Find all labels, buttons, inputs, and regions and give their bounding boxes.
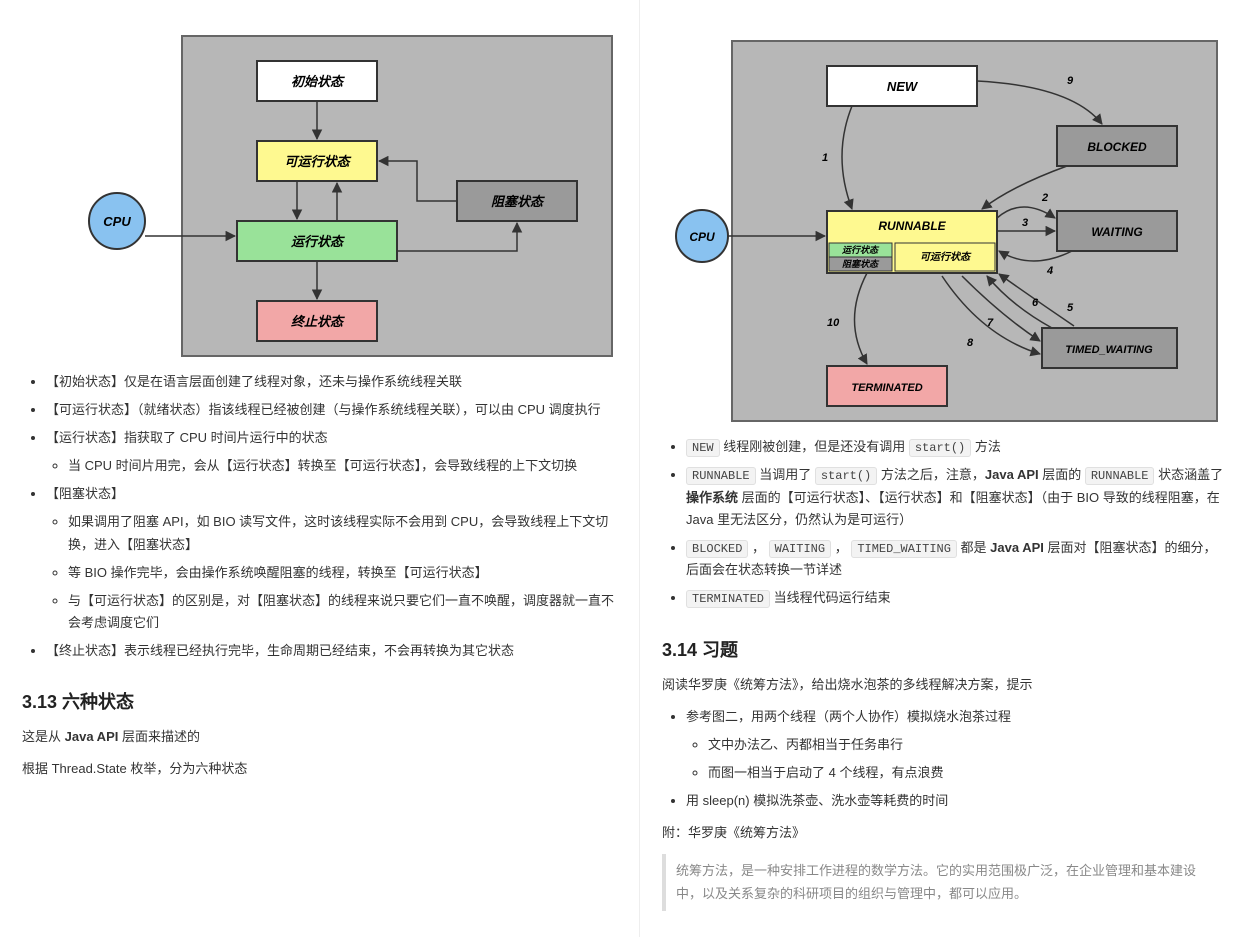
inline-code: BLOCKED [686,540,748,558]
svg-text:运行状态: 运行状态 [842,245,880,255]
svg-text:可运行状态: 可运行状态 [920,251,972,263]
list-item: 文中办法乙、丙都相当于任务串行 [708,734,1225,756]
quote-block: 统筹方法，是一种安排工作进程的数学方法。它的实用范围极广泛，在企业管理和基本建设… [662,854,1225,910]
node-runnable-group: RUNNABLE 运行状态 阻塞状态 可运行状态 [827,211,997,273]
node-runnable: 可运行状态 [257,141,377,181]
section-313-title: 3.13 六种状态 [22,688,617,714]
node-new: NEW [827,66,977,106]
six-state-svg: CPU NEW RUNNABLE 运行状态 阻塞状态 可运行状态 BLOCKED… [672,26,1232,426]
svg-text:RUNNABLE: RUNNABLE [878,219,946,233]
svg-text:5: 5 [1067,302,1074,314]
list-item: BLOCKED ， WAITING ， TIMED_WAITING 都是 Jav… [686,537,1225,581]
node-blocked-2: BLOCKED [1057,126,1177,166]
svg-text:BLOCKED: BLOCKED [1087,140,1147,154]
section-314-intro: 阅读华罗庚《统筹方法》，给出烧水泡茶的多线程解决方案，提示 [662,674,1225,696]
node-terminated: 终止状态 [257,301,377,341]
five-state-notes: 【初始状态】仅是在语言层面创建了线程对象，还未与操作系统线程关联【可运行状态】（… [22,371,617,662]
list-item: 【初始状态】仅是在语言层面创建了线程对象，还未与操作系统线程关联 [46,371,617,393]
svg-text:阻塞状态: 阻塞状态 [842,259,880,269]
svg-text:6: 6 [1032,297,1039,309]
cpu-label: CPU [103,214,131,229]
svg-text:4: 4 [1046,265,1053,277]
inline-code: start() [815,467,877,485]
node-running: 运行状态 [237,221,397,261]
list-item: RUNNABLE 当调用了 start() 方法之后，注意，Java API 层… [686,464,1225,531]
inline-code: TERMINATED [686,590,770,608]
list-item: 参考图二，用两个线程（两个人协作）模拟烧水泡茶过程文中办法乙、丙都相当于任务串行… [686,706,1225,784]
six-state-notes: NEW 线程刚被创建，但是还没有调用 start() 方法 RUNNABLE 当调… [662,436,1225,610]
node-terminated-2: TERMINATED [827,366,947,406]
list-item: NEW 线程刚被创建，但是还没有调用 start() 方法 [686,436,1225,458]
svg-text:终止状态: 终止状态 [291,314,345,329]
svg-text:2: 2 [1041,192,1048,204]
list-item: 当 CPU 时间片用完，会从【运行状态】转换至【可运行状态】，会导致线程的上下文… [68,455,617,477]
list-item: 如果调用了阻塞 API，如 BIO 读写文件，这时该线程实际不会用到 CPU，会… [68,511,617,555]
inline-code: RUNNABLE [686,467,756,485]
list-item: 【终止状态】表示线程已经执行完毕，生命周期已经结束，不会再转换为其它状态 [46,640,617,662]
list-item: 【阻塞状态】如果调用了阻塞 API，如 BIO 读写文件，这时该线程实际不会用到… [46,483,617,634]
section-313-p1: 这是从 Java API 层面来描述的 [22,726,617,748]
node-waiting: WAITING [1057,211,1177,251]
node-blocked: 阻塞状态 [457,181,577,221]
list-item: 等 BIO 操作完毕，会由操作系统唤醒阻塞的线程，转换至【可运行状态】 [68,562,617,584]
list-item: 而图一相当于启动了 4 个线程，有点浪费 [708,762,1225,784]
inline-code: NEW [686,439,720,457]
svg-text:运行状态: 运行状态 [291,234,345,249]
inline-code: start() [909,439,971,457]
diagram-five-states: CPU 初始状态 可运行状态 运行状态 阻塞状态 终止状态 [22,18,617,365]
list-item: 与【可运行状态】的区别是，对【阻塞状态】的线程来说只要它们一直不唤醒，调度器就一… [68,590,617,634]
svg-text:10: 10 [827,317,840,329]
diagram-six-states: CPU NEW RUNNABLE 运行状态 阻塞状态 可运行状态 BLOCKED… [662,18,1225,430]
svg-text:9: 9 [1067,75,1074,87]
svg-text:初始状态: 初始状态 [291,74,345,89]
svg-text:CPU: CPU [689,230,715,244]
svg-text:TERMINATED: TERMINATED [851,382,922,394]
list-item: 【可运行状态】（就绪状态）指该线程已经被创建（与操作系统线程关联），可以由 CP… [46,399,617,421]
section-314-append: 附：华罗庚《统筹方法》 [662,822,1225,844]
node-initial: 初始状态 [257,61,377,101]
section-314-items: 参考图二，用两个线程（两个人协作）模拟烧水泡茶过程文中办法乙、丙都相当于任务串行… [662,706,1225,812]
svg-text:TIMED_WAITING: TIMED_WAITING [1065,344,1153,356]
list-item: 用 sleep(n) 模拟洗茶壶、洗水壶等耗费的时间 [686,790,1225,812]
list-item: 【运行状态】指获取了 CPU 时间片运行中的状态当 CPU 时间片用完，会从【运… [46,427,617,477]
svg-text:阻塞状态: 阻塞状态 [491,194,545,209]
svg-text:3: 3 [1022,217,1028,229]
inline-code: RUNNABLE [1085,467,1155,485]
svg-text:8: 8 [967,337,974,349]
node-timed-waiting: TIMED_WAITING [1042,328,1177,368]
svg-text:1: 1 [822,152,828,164]
svg-text:WAITING: WAITING [1091,225,1142,239]
section-314-title: 3.14 习题 [662,636,1225,662]
svg-text:NEW: NEW [887,79,919,94]
svg-text:可运行状态: 可运行状态 [284,154,351,169]
five-state-svg: CPU 初始状态 可运行状态 运行状态 阻塞状态 终止状态 [62,26,622,361]
inline-code: TIMED_WAITING [851,540,957,558]
section-313-p2: 根据 Thread.State 枚举，分为六种状态 [22,758,617,780]
list-item: TERMINATED 当线程代码运行结束 [686,587,1225,609]
inline-code: WAITING [769,540,831,558]
